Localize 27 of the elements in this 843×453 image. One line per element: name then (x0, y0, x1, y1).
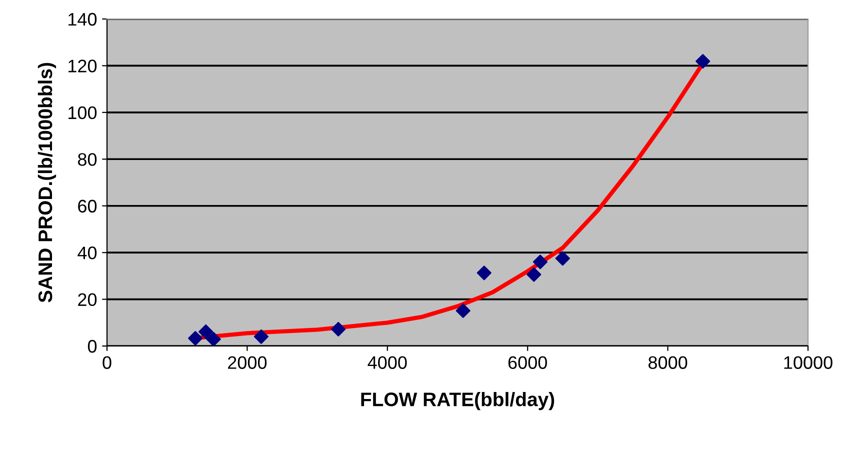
y-axis-title: SAND PROD.(lb/1000bbls) (38, 62, 56, 302)
x-tick-label: 4000 (368, 356, 407, 369)
y-tick-label: 140 (68, 12, 97, 26)
point (198, 324, 214, 340)
point (254, 329, 269, 344)
point (456, 303, 470, 318)
point (696, 54, 710, 69)
point (206, 332, 221, 346)
point (532, 254, 548, 270)
point (188, 331, 203, 346)
y-tick-label: 100 (68, 106, 97, 120)
x-tick-label: 8000 (648, 356, 688, 369)
x-axis-title: FLOW RATE(bbl/day) (361, 392, 554, 410)
y-tick-label: 60 (78, 200, 97, 213)
point (555, 251, 570, 266)
y-tick-label: 120 (68, 60, 97, 72)
x-tick-label: 10000 (784, 356, 832, 369)
y-tick-label: 80 (78, 153, 97, 166)
y-tick-label: 40 (78, 246, 97, 260)
point (526, 267, 542, 282)
point (331, 322, 346, 336)
y-tick-label: 0 (88, 340, 97, 353)
x-tick-label: 2000 (228, 356, 267, 369)
y-tick-label: 20 (78, 293, 97, 306)
point (476, 266, 492, 280)
x-tick-label: 0 (102, 356, 112, 369)
x-tick-label: 6000 (508, 356, 547, 369)
